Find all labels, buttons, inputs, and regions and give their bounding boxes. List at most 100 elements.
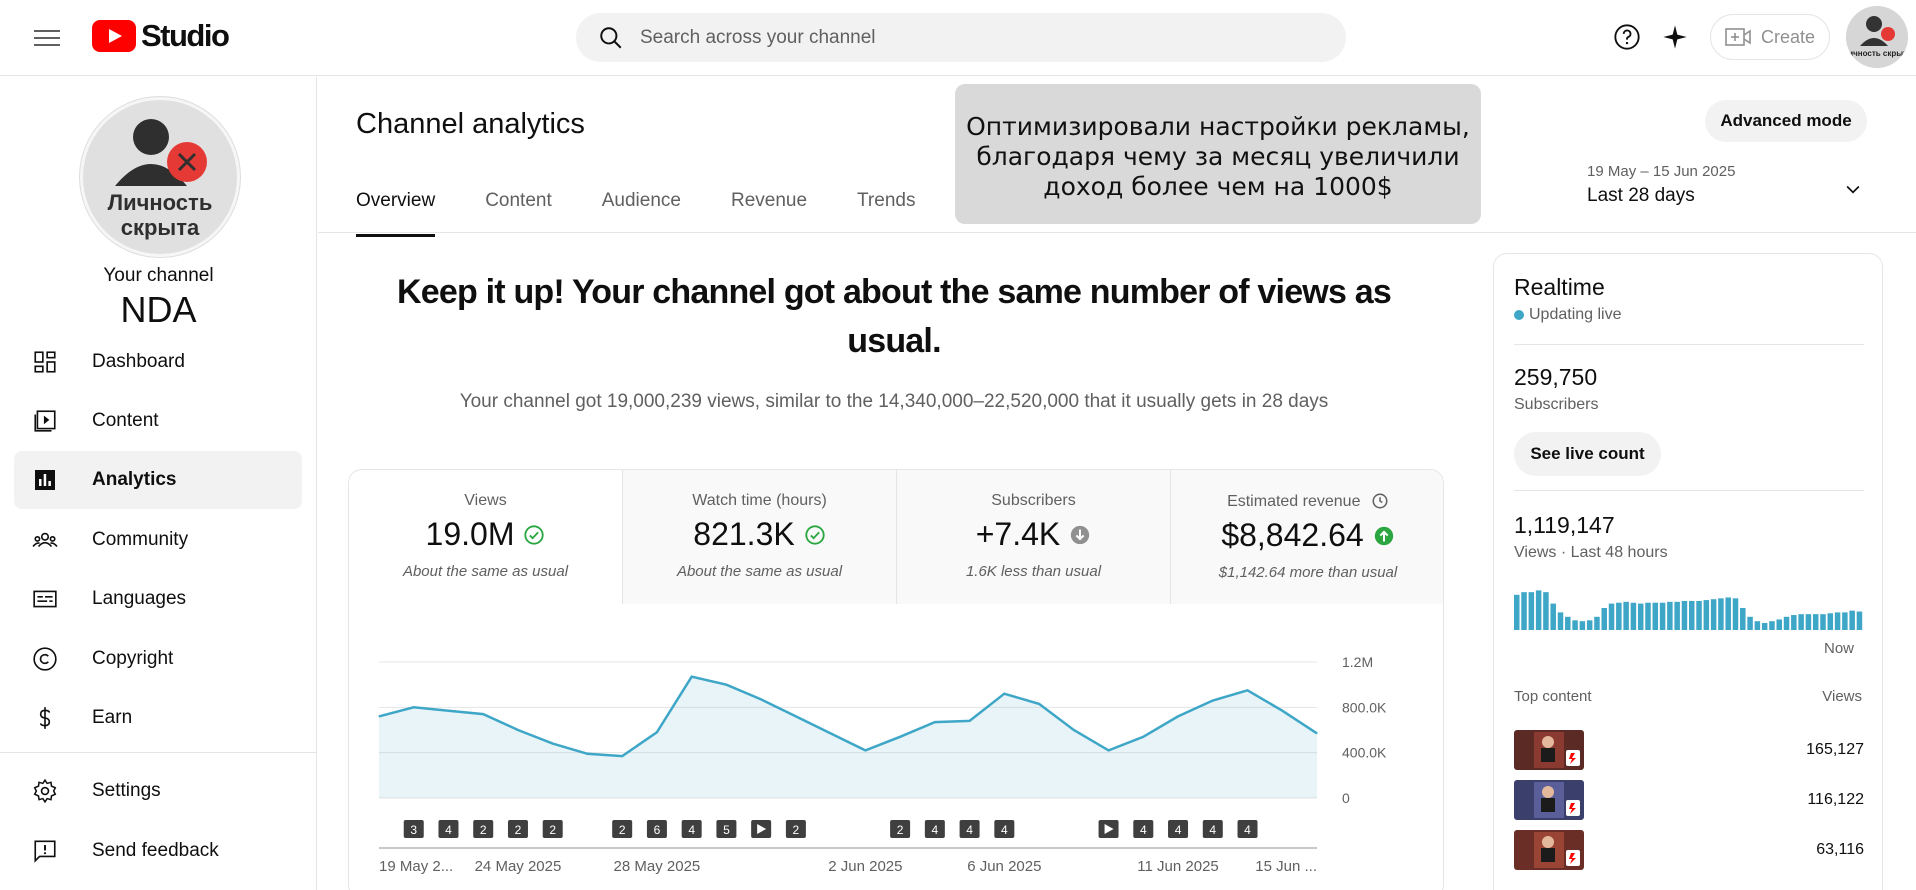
realtime-bar xyxy=(1696,600,1702,630)
realtime-bar xyxy=(1630,602,1637,630)
sparkle-icon[interactable] xyxy=(1658,20,1692,54)
metric-note: About the same as usual xyxy=(402,563,569,580)
marker-label: 4 xyxy=(1175,823,1182,837)
tab-audience[interactable]: Audience xyxy=(601,190,681,211)
realtime-live-label: Updating live xyxy=(1529,306,1622,323)
marker-label: 2 xyxy=(549,823,556,837)
headline-detail: Your channel got 19,000,239 views, simil… xyxy=(459,391,1329,412)
date-range-picker[interactable]: 19 May – 15 Jun 2025 Last 28 days xyxy=(1587,163,1875,215)
metric-views[interactable]: Views 19.0M About the same as usual xyxy=(349,470,623,604)
nav-label: Content xyxy=(92,410,159,431)
realtime-bar xyxy=(1798,614,1804,630)
divider xyxy=(1514,344,1864,345)
nav-settings[interactable]: Settings xyxy=(14,762,302,820)
realtime-bar xyxy=(1557,612,1564,630)
avatar-image: Личность скрыта xyxy=(1846,6,1908,68)
realtime-bar xyxy=(1601,608,1607,630)
channel-avatar[interactable]: Личность скрыта xyxy=(80,97,240,257)
nav-content[interactable]: Content xyxy=(14,392,302,450)
menu-icon[interactable] xyxy=(30,25,64,51)
realtime-bar xyxy=(1703,600,1710,630)
realtime-bar xyxy=(1652,602,1659,630)
search-input[interactable] xyxy=(640,26,1320,49)
nav-earn[interactable]: Earn xyxy=(14,689,302,747)
data-point xyxy=(934,721,936,723)
upload-marker xyxy=(438,820,459,838)
marker-label: 4 xyxy=(932,823,939,837)
realtime-bar xyxy=(1659,602,1666,630)
upload-marker xyxy=(994,820,1015,838)
account-avatar[interactable]: Личность скрыта xyxy=(1846,6,1908,68)
nav-dashboard[interactable]: Dashboard xyxy=(14,333,302,391)
help-icon[interactable] xyxy=(1610,20,1644,54)
upload-marker xyxy=(1168,820,1189,838)
top-content-views: 165,127 xyxy=(1806,741,1864,758)
search-icon xyxy=(600,26,622,48)
avatar-text-line1: Личность xyxy=(108,190,213,215)
realtime-bar xyxy=(1586,620,1593,630)
realtime-bar xyxy=(1645,602,1651,630)
data-point xyxy=(586,753,588,755)
metric-estimated-revenue[interactable]: Estimated revenue $8,842.64 $1,142.64 mo… xyxy=(1171,470,1443,604)
annotation-overlay: Оптимизировали настройки рекламы, благод… xyxy=(955,84,1481,224)
check-circle-icon xyxy=(805,524,825,545)
realtime-bar xyxy=(1812,614,1819,630)
search-bar[interactable] xyxy=(576,13,1346,62)
metric-value: 821.3K xyxy=(693,516,795,552)
upload-marker xyxy=(1133,820,1154,838)
video-thumbnail xyxy=(1514,830,1584,870)
arrow-down-circle-icon xyxy=(1071,525,1090,544)
tab-content[interactable]: Content xyxy=(485,190,552,211)
channel-name: NDA xyxy=(120,289,197,330)
nav-copyright[interactable]: Copyright xyxy=(14,630,302,688)
tab-overview[interactable]: Overview xyxy=(356,190,436,237)
marker-label: 4 xyxy=(1140,823,1147,837)
x-tick-label: 2 Jun 2025 xyxy=(828,858,902,875)
avatar-text: Личность скрыта xyxy=(1846,49,1908,58)
metric-watch-time[interactable]: Watch time (hours) 821.3K About the same… xyxy=(623,470,897,604)
tab-revenue[interactable]: Revenue xyxy=(730,190,808,211)
live-dot-icon xyxy=(1514,310,1524,320)
top-bar: Studio Create Личность скрыта xyxy=(0,0,1916,76)
views-chart[interactable]: 1.2M 800.0K 400.0K 0 3 4 2 2 2 2 6 4 5 2 2 4 4 4 4 4 4 4 19 Ma… xyxy=(349,604,1444,890)
realtime-bar xyxy=(1681,600,1688,630)
top-content-row[interactable]: 116,122 xyxy=(1514,780,1864,820)
top-content-row[interactable]: 165,127 xyxy=(1514,730,1864,770)
realtime-bar xyxy=(1740,608,1746,630)
metric-label: Watch time (hours) xyxy=(692,492,827,509)
nav-community[interactable]: Community xyxy=(14,511,302,569)
studio-logo[interactable]: Studio xyxy=(92,18,230,54)
nav-label: Analytics xyxy=(92,469,177,490)
tab-trends[interactable]: Trends xyxy=(857,190,916,211)
realtime-bar xyxy=(1521,592,1527,630)
arrow-up-circle-icon xyxy=(1374,526,1393,545)
realtime-bar xyxy=(1528,592,1535,630)
clock-icon xyxy=(1372,493,1388,509)
top-content-row[interactable]: 63,116 xyxy=(1514,830,1864,870)
data-point xyxy=(1316,732,1318,734)
realtime-bar xyxy=(1791,615,1797,630)
marker-label: 4 xyxy=(445,823,452,837)
realtime-bar xyxy=(1827,613,1834,630)
sidebar: Личность скрыта Your channel NDA Dashboa… xyxy=(0,77,317,890)
upload-marker xyxy=(890,820,911,838)
realtime-views-bars[interactable] xyxy=(1514,584,1864,632)
data-point xyxy=(413,706,415,708)
nav-send-feedback[interactable]: Send feedback xyxy=(14,822,302,880)
metric-subscribers[interactable]: Subscribers +7.4K 1.6K less than usual xyxy=(897,470,1171,604)
realtime-bar xyxy=(1514,594,1520,630)
realtime-bar xyxy=(1849,610,1855,630)
youtube-logo-icon xyxy=(92,20,136,52)
see-live-count-button[interactable]: See live count xyxy=(1514,432,1661,476)
nav-analytics[interactable]: Analytics xyxy=(14,451,302,509)
advanced-mode-button[interactable]: Advanced mode xyxy=(1705,100,1867,142)
tabs-divider xyxy=(318,232,1916,233)
nav-languages[interactable]: Languages xyxy=(14,570,302,628)
metric-label: Views xyxy=(464,492,507,509)
realtime-bar xyxy=(1535,590,1542,630)
feedback-icon xyxy=(30,836,60,866)
realtime-now-label: Now xyxy=(1824,640,1855,657)
top-content-views: 63,116 xyxy=(1816,841,1864,858)
create-button[interactable]: Create xyxy=(1710,14,1830,60)
realtime-bar xyxy=(1820,614,1826,630)
